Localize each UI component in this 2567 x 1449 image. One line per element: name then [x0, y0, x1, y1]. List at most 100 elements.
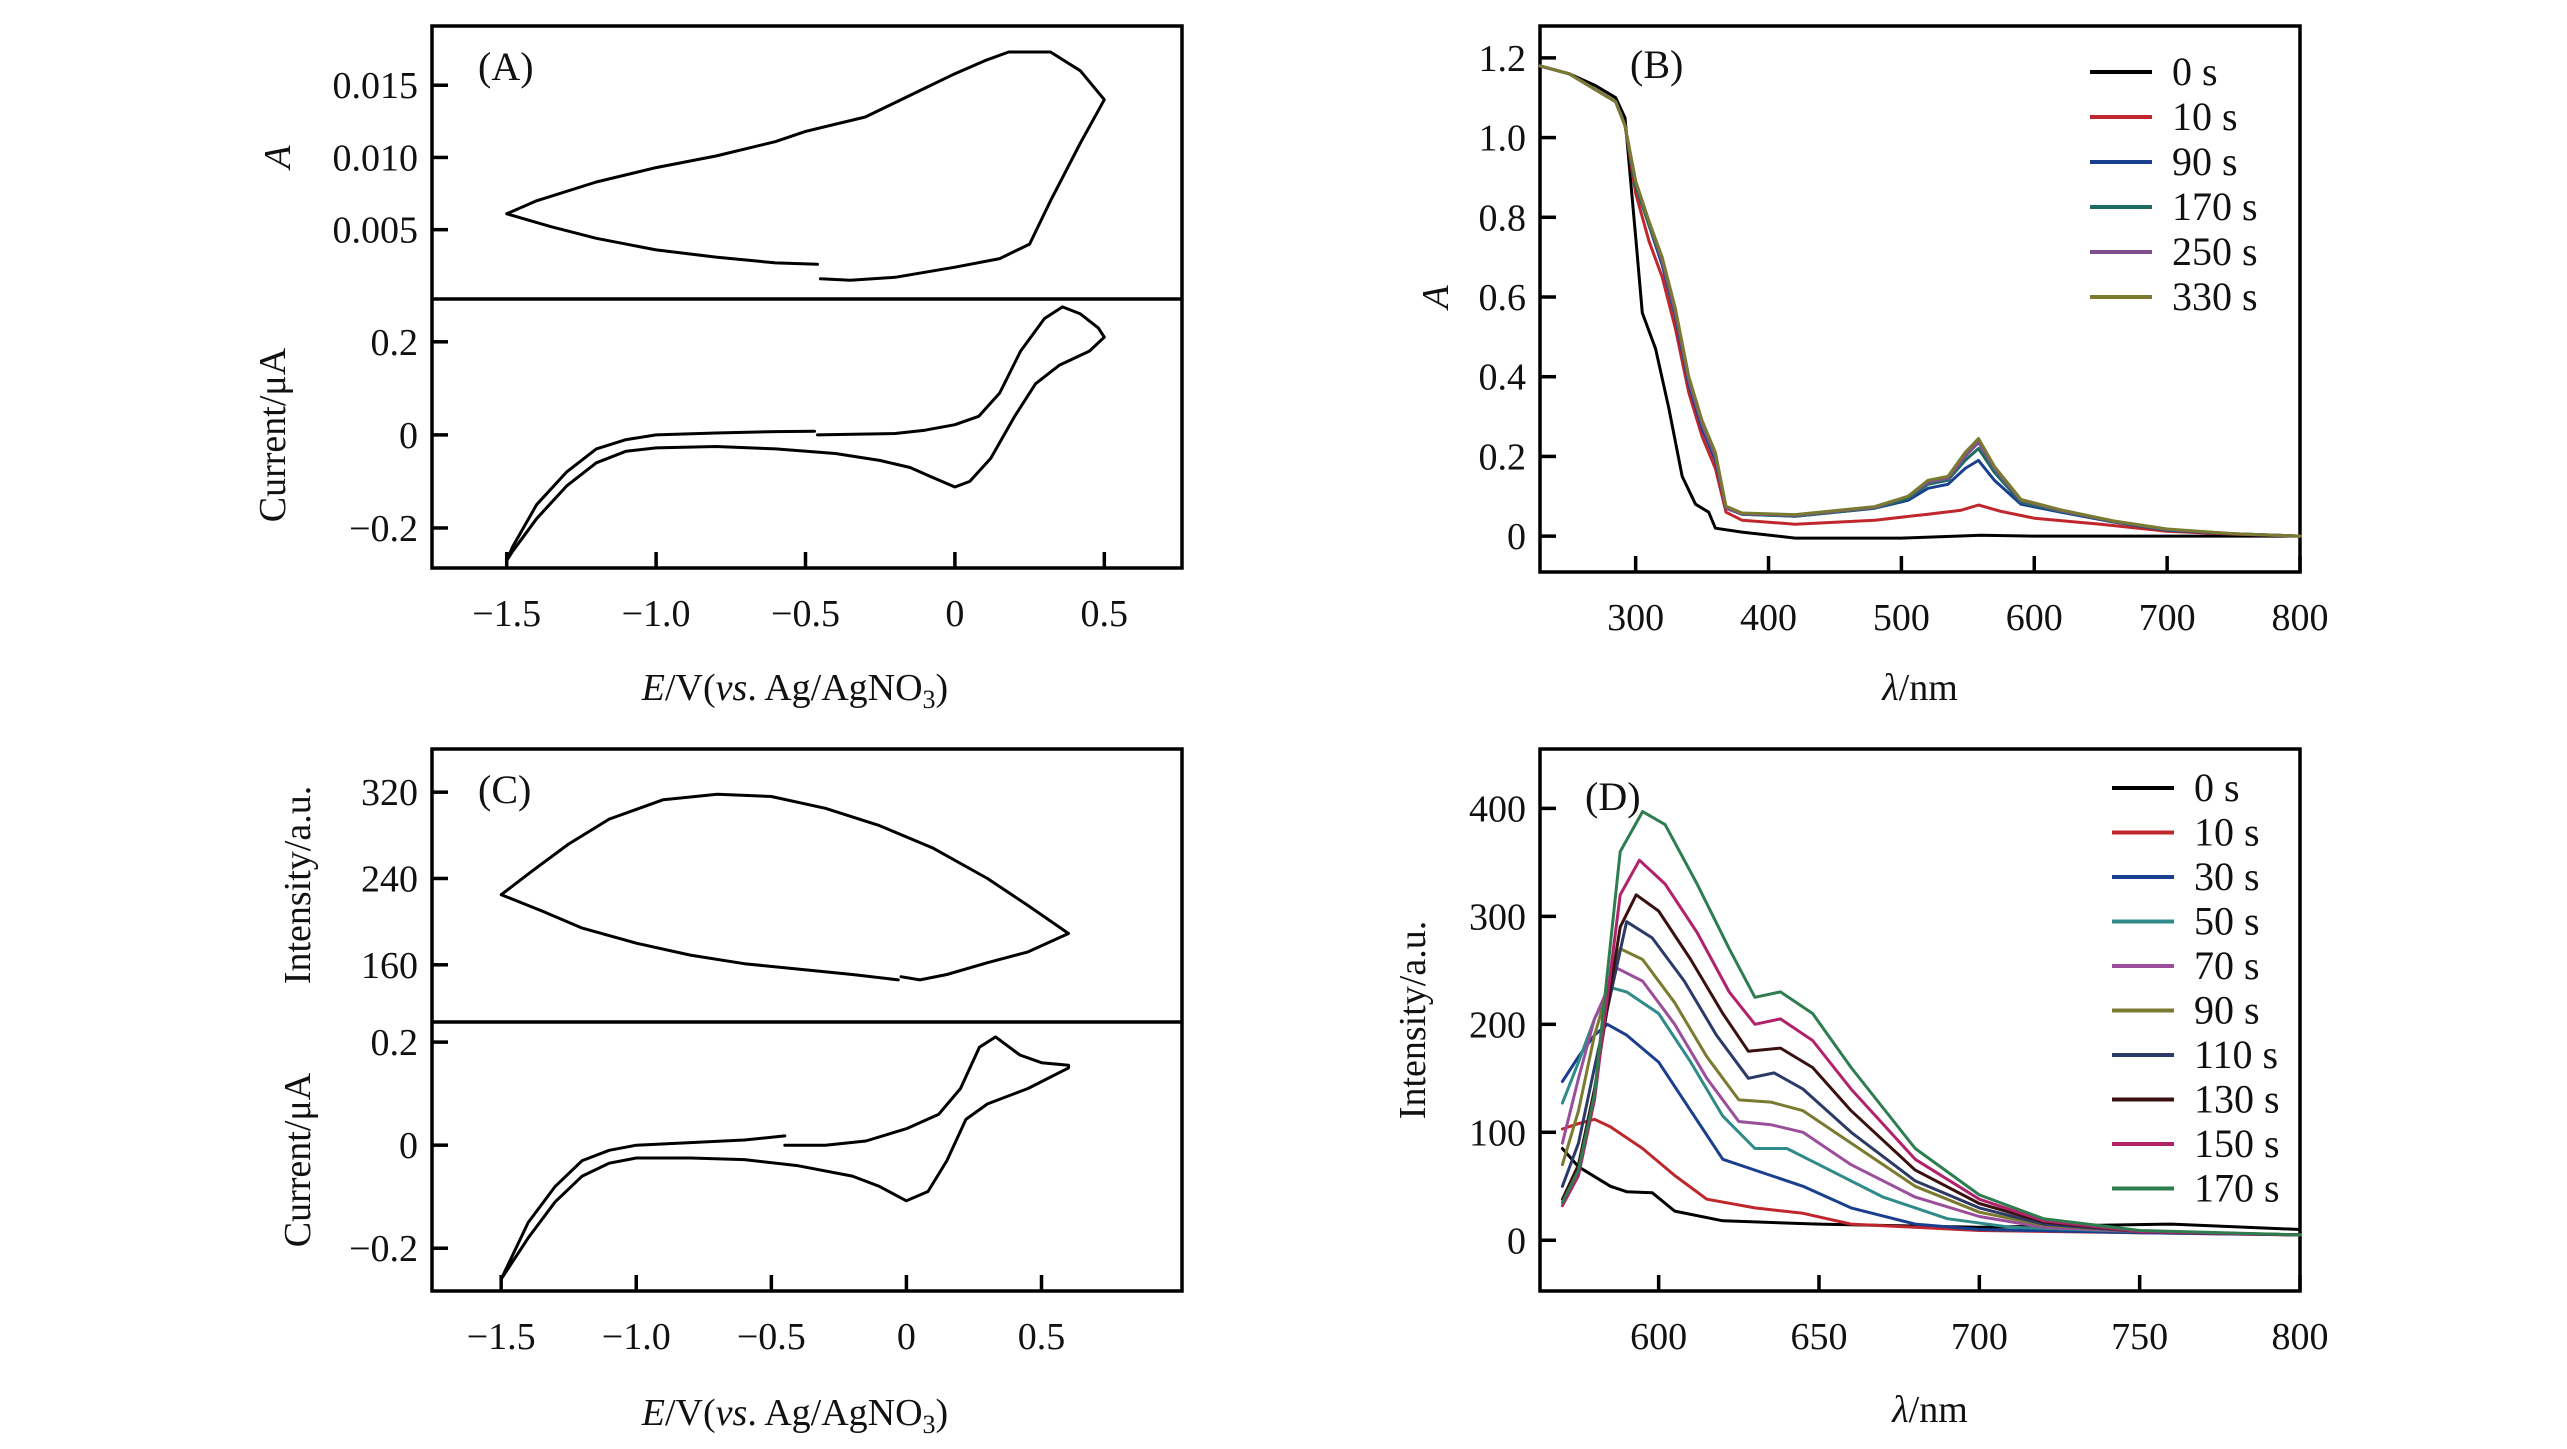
x-tick-label: 800 [2272, 597, 2329, 639]
legend-label: 70 s [2194, 943, 2260, 988]
legend-label: 110 s [2194, 1032, 2278, 1077]
panel-a-top-ylabel: A [257, 145, 299, 172]
panel-c: (C) 160 240 320 −0.2 0 0.2 −1.5 −1.0 −0.5 0 0.5 I… [277, 747, 1184, 1439]
y-tick-label: 1.0 [1479, 118, 1527, 160]
x-tick-label: 500 [1873, 597, 1930, 639]
y-tick-label: 0.2 [371, 322, 419, 364]
series-line-130-s [1560, 893, 2302, 1237]
y-tick-label: 160 [361, 945, 418, 987]
panel-b-frame [1538, 24, 2302, 574]
y-tick-label: 200 [1469, 1004, 1526, 1046]
y-tick-label: 0 [399, 1125, 418, 1167]
x-tick-label: −0.5 [737, 1316, 806, 1358]
series-line-current [499, 1035, 1070, 1281]
y-tick-label: 320 [361, 772, 418, 814]
x-tick-label: 0.5 [1081, 593, 1129, 635]
panel-c-bottom-ylabel: Current/μA [277, 1072, 319, 1247]
series-line-330-s [1538, 64, 2302, 538]
panel-c-frame [430, 747, 1184, 1293]
legend-label: 90 s [2172, 139, 2238, 184]
y-tick-label: 1.2 [1479, 38, 1527, 80]
legend-label: 30 s [2194, 854, 2260, 899]
legend-label: 330 s [2172, 274, 2258, 319]
x-tick-label: −1.0 [602, 1316, 671, 1358]
legend-label: 150 s [2194, 1121, 2280, 1166]
x-tick-label: 300 [1607, 597, 1664, 639]
y-tick-label: 0.010 [333, 137, 419, 179]
series-line-intensity [499, 792, 1070, 982]
y-tick-label: 0.2 [371, 1022, 419, 1064]
panel-c-xlabel: E/V(vs. Ag/AgNO3) [641, 1392, 948, 1439]
legend-label: 170 s [2172, 184, 2258, 229]
x-tick-label: 600 [1630, 1316, 1687, 1358]
legend-label: 10 s [2194, 810, 2260, 855]
legend-label: 90 s [2194, 988, 2260, 1033]
legend-label: 50 s [2194, 899, 2260, 944]
series-line-0-s [1560, 1147, 2302, 1231]
x-tick-label: 400 [1740, 597, 1797, 639]
y-tick-label: −0.2 [349, 508, 418, 550]
y-tick-label: 0 [1507, 1220, 1526, 1262]
panel-d-label: (D) [1585, 774, 1641, 819]
series-line-70-s [1560, 966, 2302, 1237]
series-line-170-s [1560, 810, 2302, 1237]
x-tick-label: −1.5 [467, 1316, 536, 1358]
panel-d-ylabel: Intensity/a.u. [1392, 921, 1434, 1119]
x-tick-label: −1.5 [472, 593, 541, 635]
panel-b: (B) 0 0.2 0.4 0.6 0.8 1.0 1.2 300 400 500 600 700 80… [1415, 24, 2329, 709]
series-line-0-s [1538, 64, 2302, 540]
y-tick-label: 0.005 [333, 210, 419, 252]
y-tick-label: −0.2 [349, 1228, 418, 1270]
legend-label: 170 s [2194, 1166, 2280, 1211]
x-tick-label: 600 [2006, 597, 2063, 639]
x-tick-label: 0.5 [1018, 1316, 1066, 1358]
x-tick-label: 0 [945, 593, 964, 635]
panel-a-label: (A) [478, 44, 534, 89]
x-tick-label: 800 [2272, 1316, 2329, 1358]
panel-b-xlabel: λ/nm [1881, 667, 1958, 709]
y-tick-label: 0 [1507, 516, 1526, 558]
legend-label: 130 s [2194, 1077, 2280, 1122]
series-line-110-s [1560, 920, 2302, 1237]
legend-label: 10 s [2172, 94, 2238, 139]
x-tick-label: 700 [2139, 597, 2196, 639]
y-tick-label: 0 [399, 415, 418, 457]
y-tick-label: 400 [1469, 788, 1526, 830]
series-line-30-s [1560, 1022, 2302, 1237]
x-tick-label: −0.5 [771, 593, 840, 635]
panel-d-xlabel: λ/nm [1891, 1389, 1968, 1431]
panel-c-top-plot: 160 240 320 [361, 772, 1070, 987]
panel-a-xlabel: E/V(vs. Ag/AgNO3) [641, 667, 948, 714]
series-line-150-s [1560, 858, 2302, 1237]
y-tick-label: 0.2 [1479, 436, 1527, 478]
panel-b-plot: 0 0.2 0.4 0.6 0.8 1.0 1.2 300 400 500 600 700 800 [1479, 38, 2329, 639]
panel-d: (D) 0 100 200 300 400 600 650 700 750 800 0 s10 s… [1392, 747, 2329, 1431]
y-tick-label: 0.4 [1479, 357, 1527, 399]
legend-label: 0 s [2172, 49, 2218, 94]
series-line-90-s [1560, 947, 2302, 1237]
y-tick-label: 0.8 [1479, 197, 1527, 239]
x-tick-label: 0 [897, 1316, 916, 1358]
panel-b-ylabel: A [1415, 285, 1457, 312]
legend-label: 250 s [2172, 229, 2258, 274]
panel-a-bottom-ylabel: Current/μA [252, 347, 294, 522]
x-tick-label: 750 [2111, 1316, 2168, 1358]
x-tick-label: −1.0 [622, 593, 691, 635]
y-tick-label: 240 [361, 858, 418, 900]
panel-a-top-plot: 0.005 0.010 0.015 [333, 50, 1106, 282]
panel-a: (A) 0.005 0.010 0.015 −0.2 0 0.2 −1.5 −1.0 −0.5… [252, 24, 1184, 714]
y-tick-label: 0.015 [333, 65, 419, 107]
x-tick-label: 650 [1790, 1316, 1847, 1358]
panel-a-bottom-plot: −0.2 0 0.2 −1.5 −1.0 −0.5 0 0.5 [349, 305, 1129, 635]
x-tick-label: 700 [1951, 1316, 2008, 1358]
legend-label: 0 s [2194, 765, 2240, 810]
panel-a-frame [430, 24, 1184, 570]
y-tick-label: 100 [1469, 1112, 1526, 1154]
panel-c-top-ylabel: Intensity/a.u. [277, 786, 319, 984]
y-tick-label: 0.6 [1479, 277, 1527, 319]
panel-d-plot: 0 100 200 300 400 600 650 700 750 800 [1469, 788, 2329, 1358]
panel-b-label: (B) [1630, 42, 1683, 87]
